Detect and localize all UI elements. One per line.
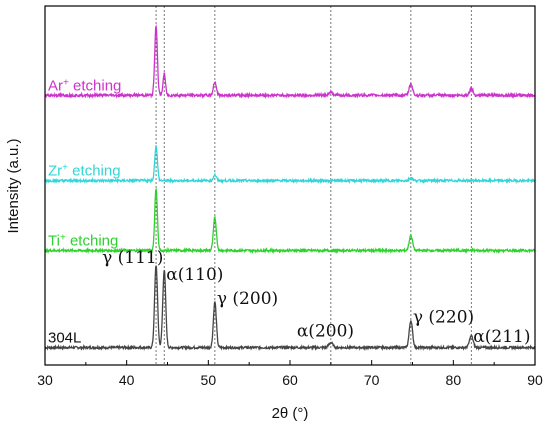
x-tick-label: 80	[446, 372, 462, 388]
peak-annotation: α(110)	[166, 265, 223, 285]
y-axis-label: Intensity (a.u.)	[5, 138, 22, 233]
series-line-ar	[44, 24, 536, 100]
x-tick-label: 30	[37, 372, 53, 388]
series-layer	[44, 24, 536, 352]
series-line-ti	[44, 187, 536, 255]
series-label-ar: Ar+ etching	[48, 77, 121, 95]
peak-annotation: α(200)	[297, 322, 354, 342]
series-label-304l: 304L	[48, 330, 81, 347]
x-tick-label: 50	[201, 372, 217, 388]
peak-annotations: γ (111)α(110) γ (200) α(200) γ (220)α(211)	[102, 248, 530, 347]
x-tick-label: 60	[282, 372, 298, 388]
series-label-zr: Zr+ etching	[48, 162, 121, 180]
peak-annotation: γ (220)	[413, 307, 474, 327]
x-axis-label: 2θ (°)	[272, 405, 309, 422]
series-line-zr	[44, 145, 536, 185]
peak-annotation: γ (200)	[217, 289, 278, 309]
series-line-304l	[44, 265, 536, 352]
x-tick-label: 90	[527, 372, 543, 388]
x-tick-label: 40	[119, 372, 135, 388]
peak-annotation: α(211)	[473, 327, 530, 347]
x-tick-label: 70	[364, 372, 380, 388]
x-axis: 30 40 50 60 70 80 90	[37, 360, 543, 388]
series-label-ti: Ti+ etching	[48, 232, 118, 250]
peak-annotation: γ (111)	[102, 248, 163, 268]
